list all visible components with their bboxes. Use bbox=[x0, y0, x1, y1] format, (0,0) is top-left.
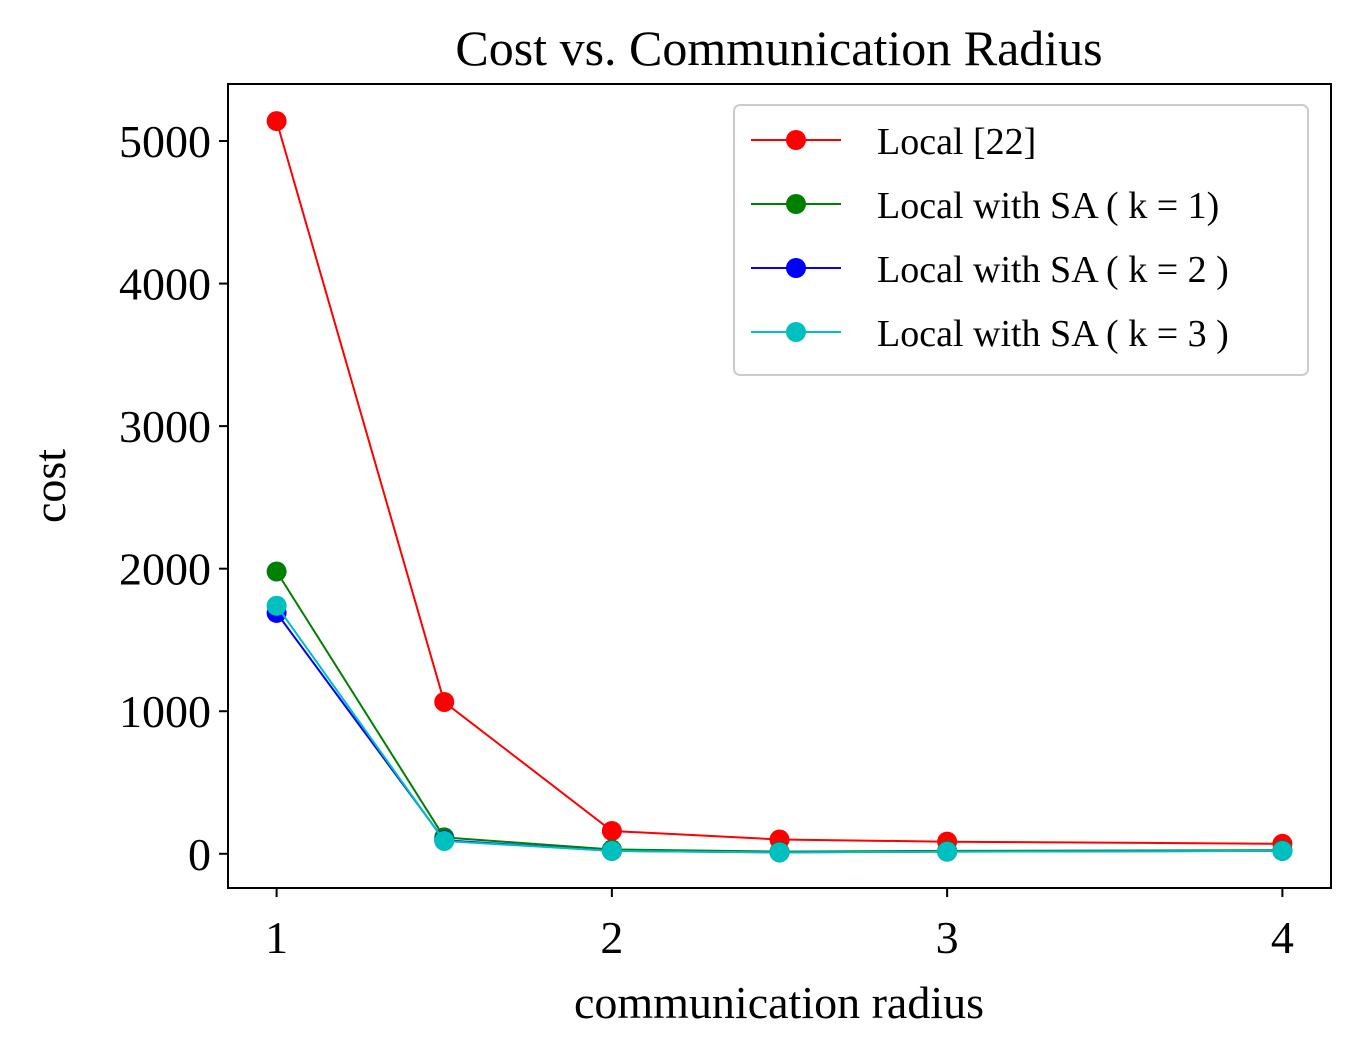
data-point bbox=[434, 830, 455, 851]
legend-item: Local with SA ( k = 3 ) bbox=[751, 313, 1229, 355]
legend-label: Local [22] bbox=[877, 121, 1036, 163]
x-axis-label: communication radius bbox=[574, 977, 984, 1028]
series-line bbox=[275, 570, 1283, 853]
plot-frame bbox=[227, 83, 1332, 889]
series-4 bbox=[266, 595, 1293, 863]
data-point bbox=[601, 840, 622, 861]
data-point bbox=[601, 820, 622, 841]
y-tick-label: 3000 bbox=[119, 401, 211, 452]
y-axis-label: cost bbox=[24, 449, 75, 523]
chart-title: Cost vs. Communication Radius bbox=[455, 20, 1102, 76]
series-line bbox=[275, 605, 1283, 854]
x-tick-label: 3 bbox=[936, 912, 959, 963]
legend-item: Local [22] bbox=[751, 121, 1036, 163]
series-2 bbox=[266, 561, 1293, 862]
y-tick-label: 5000 bbox=[119, 116, 211, 167]
legend-label: Local with SA ( k = 3 ) bbox=[877, 313, 1229, 355]
series-1 bbox=[266, 111, 1293, 854]
data-point bbox=[769, 842, 790, 863]
legend-label: Local with SA ( k = 2 ) bbox=[877, 249, 1229, 291]
legend-swatch-marker bbox=[786, 194, 806, 214]
legend-swatch-marker bbox=[786, 130, 806, 150]
legend-item: Local with SA ( k = 1) bbox=[751, 185, 1219, 227]
data-point bbox=[434, 691, 455, 712]
legend-swatch-marker bbox=[786, 258, 806, 278]
series-3 bbox=[266, 602, 1293, 863]
y-tick-label: 1000 bbox=[119, 686, 211, 737]
x-tick-label: 1 bbox=[265, 912, 288, 963]
data-point bbox=[1272, 840, 1293, 861]
x-tick-label: 4 bbox=[1271, 912, 1294, 963]
legend-item: Local with SA ( k = 2 ) bbox=[751, 249, 1229, 291]
data-point bbox=[266, 561, 287, 582]
y-axis: 0 1000 2000 3000 4000 5000 bbox=[119, 116, 228, 880]
data-point bbox=[266, 595, 287, 616]
series-line bbox=[275, 120, 1283, 845]
legend-box bbox=[733, 104, 1309, 376]
plot-area bbox=[266, 111, 1293, 863]
x-tick-label: 2 bbox=[600, 912, 623, 963]
x-axis: 1 2 3 4 bbox=[265, 888, 1294, 963]
legend-swatch-marker bbox=[786, 322, 806, 342]
y-tick-label: 2000 bbox=[119, 544, 211, 595]
data-point bbox=[266, 111, 287, 132]
legend: Local [22] Local with SA ( k = 1) Local wi… bbox=[733, 104, 1309, 376]
y-tick-label: 4000 bbox=[119, 259, 211, 310]
data-point bbox=[937, 841, 958, 862]
legend-label: Local with SA ( k = 1) bbox=[877, 185, 1219, 227]
y-tick-label: 0 bbox=[188, 829, 211, 880]
